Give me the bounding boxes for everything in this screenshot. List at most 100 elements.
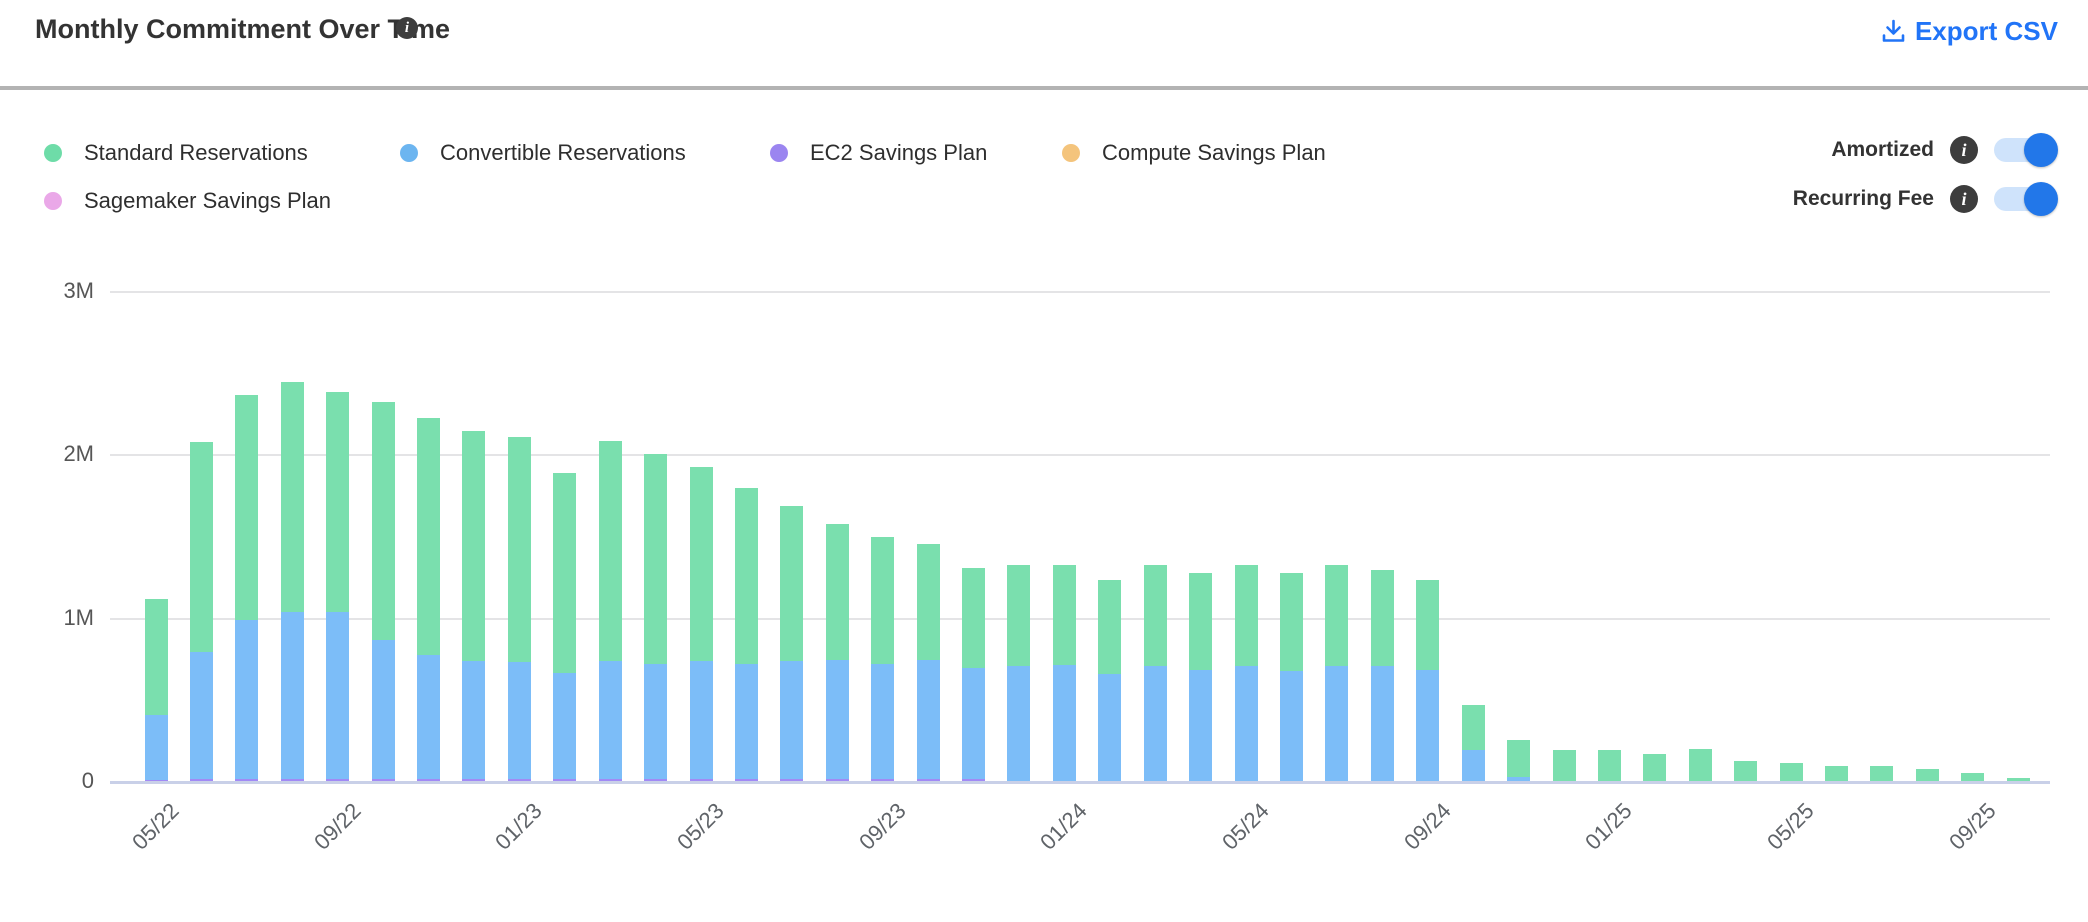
- bar-segment[interactable]: [462, 778, 486, 782]
- bar-segment[interactable]: [144, 714, 168, 781]
- bar-segment[interactable]: [1734, 761, 1758, 782]
- bar-segment[interactable]: [1870, 765, 1894, 782]
- bar-segment[interactable]: [825, 778, 849, 782]
- bar-segment[interactable]: [1507, 776, 1531, 782]
- bar-segment[interactable]: [462, 430, 486, 662]
- bar-segment[interactable]: [462, 661, 486, 779]
- bar-segment[interactable]: [871, 537, 895, 665]
- bar-segment[interactable]: [280, 778, 304, 782]
- bar-segment[interactable]: [689, 661, 713, 779]
- bar-segment[interactable]: [417, 778, 441, 782]
- bar-segment[interactable]: [1416, 579, 1440, 671]
- bar-segment[interactable]: [689, 466, 713, 662]
- bar-segment[interactable]: [734, 778, 758, 782]
- bar-segment[interactable]: [1552, 749, 1576, 782]
- bar-segment[interactable]: [1325, 564, 1349, 667]
- bar-segment[interactable]: [1007, 666, 1031, 782]
- bar-segment[interactable]: [189, 442, 213, 653]
- bar-segment[interactable]: [962, 667, 986, 779]
- bar-segment[interactable]: [780, 506, 804, 662]
- bar-segment[interactable]: [1370, 569, 1394, 667]
- legend-item-convertible-reservations[interactable]: Convertible Reservations: [400, 138, 686, 168]
- bar-segment[interactable]: [780, 661, 804, 779]
- amortized-info-icon[interactable]: i: [1950, 136, 1978, 164]
- bar-segment[interactable]: [553, 473, 577, 674]
- bar-segment[interactable]: [644, 664, 668, 779]
- bar-segment[interactable]: [189, 778, 213, 782]
- bar-segment[interactable]: [1461, 705, 1485, 751]
- bar-segment[interactable]: [962, 778, 986, 782]
- bar-segment[interactable]: [235, 778, 259, 782]
- bar-segment[interactable]: [2006, 778, 2030, 782]
- bar-segment[interactable]: [326, 391, 350, 613]
- bar-segment[interactable]: [734, 664, 758, 779]
- bar-segment[interactable]: [144, 598, 168, 715]
- title-info-icon[interactable]: i: [396, 17, 418, 39]
- bar-segment[interactable]: [1098, 674, 1122, 782]
- bar-segment[interactable]: [417, 654, 441, 779]
- bar-segment[interactable]: [507, 437, 531, 662]
- bar-segment[interactable]: [326, 612, 350, 779]
- bar-segment[interactable]: [371, 401, 395, 640]
- bar-segment[interactable]: [1189, 572, 1213, 671]
- bar-segment[interactable]: [1143, 666, 1167, 782]
- bar-segment[interactable]: [734, 488, 758, 665]
- bar-segment[interactable]: [598, 440, 622, 662]
- bar-segment[interactable]: [1507, 740, 1531, 777]
- bar-segment[interactable]: [644, 453, 668, 665]
- bar-segment[interactable]: [326, 778, 350, 782]
- bar-segment[interactable]: [1234, 564, 1258, 667]
- bar-segment[interactable]: [1915, 769, 1939, 782]
- bar-segment[interactable]: [189, 652, 213, 779]
- bar-segment[interactable]: [1052, 564, 1076, 666]
- bar-segment[interactable]: [962, 568, 986, 668]
- bar-segment[interactable]: [553, 673, 577, 779]
- bar-segment[interactable]: [280, 381, 304, 613]
- bar-segment[interactable]: [1643, 753, 1667, 782]
- bar-segment[interactable]: [1234, 666, 1258, 782]
- bar-segment[interactable]: [1779, 763, 1803, 782]
- bar-segment[interactable]: [371, 778, 395, 782]
- bar-segment[interactable]: [825, 660, 849, 779]
- bar-segment[interactable]: [553, 778, 577, 782]
- legend-item-standard-reservations[interactable]: Standard Reservations: [44, 138, 308, 168]
- legend-item-sagemaker-savings-plan[interactable]: Sagemaker Savings Plan: [44, 186, 331, 216]
- bar-segment[interactable]: [507, 778, 531, 782]
- bar-segment[interactable]: [1280, 572, 1303, 671]
- bar-segment[interactable]: [1098, 579, 1122, 675]
- bar-segment[interactable]: [1370, 666, 1394, 782]
- bar-segment[interactable]: [644, 778, 668, 782]
- bar-segment[interactable]: [1280, 670, 1303, 782]
- bar-segment[interactable]: [1961, 773, 1985, 782]
- bar-segment[interactable]: [1189, 670, 1213, 782]
- recurring-fee-toggle[interactable]: [1994, 182, 2058, 216]
- bar-segment[interactable]: [871, 778, 895, 782]
- bar-segment[interactable]: [689, 778, 713, 782]
- legend-item-compute-savings-plan[interactable]: Compute Savings Plan: [1062, 138, 1326, 168]
- bar-segment[interactable]: [598, 661, 622, 779]
- bar-segment[interactable]: [780, 778, 804, 782]
- bar-segment[interactable]: [1052, 665, 1076, 782]
- bar-segment[interactable]: [371, 639, 395, 779]
- amortized-toggle[interactable]: [1994, 133, 2058, 167]
- bar-segment[interactable]: [507, 661, 531, 779]
- bar-segment[interactable]: [1416, 670, 1440, 782]
- bar-segment[interactable]: [235, 620, 259, 779]
- recurring-fee-info-icon[interactable]: i: [1950, 185, 1978, 213]
- bar-segment[interactable]: [235, 394, 259, 621]
- bar-segment[interactable]: [598, 778, 622, 782]
- bar-segment[interactable]: [871, 664, 895, 779]
- bar-segment[interactable]: [1143, 564, 1167, 667]
- bar-segment[interactable]: [825, 523, 849, 661]
- legend-item-ec2-savings-plan[interactable]: EC2 Savings Plan: [770, 138, 987, 168]
- bar-segment[interactable]: [1461, 750, 1485, 782]
- bar-segment[interactable]: [1325, 666, 1349, 782]
- bar-segment[interactable]: [1688, 749, 1712, 782]
- bar-segment[interactable]: [916, 778, 940, 782]
- bar-segment[interactable]: [417, 417, 441, 655]
- bar-segment[interactable]: [280, 612, 304, 779]
- bar-segment[interactable]: [916, 660, 940, 779]
- bar-segment[interactable]: [1597, 750, 1621, 782]
- bar-segment[interactable]: [1825, 765, 1849, 782]
- bar-segment[interactable]: [916, 544, 940, 661]
